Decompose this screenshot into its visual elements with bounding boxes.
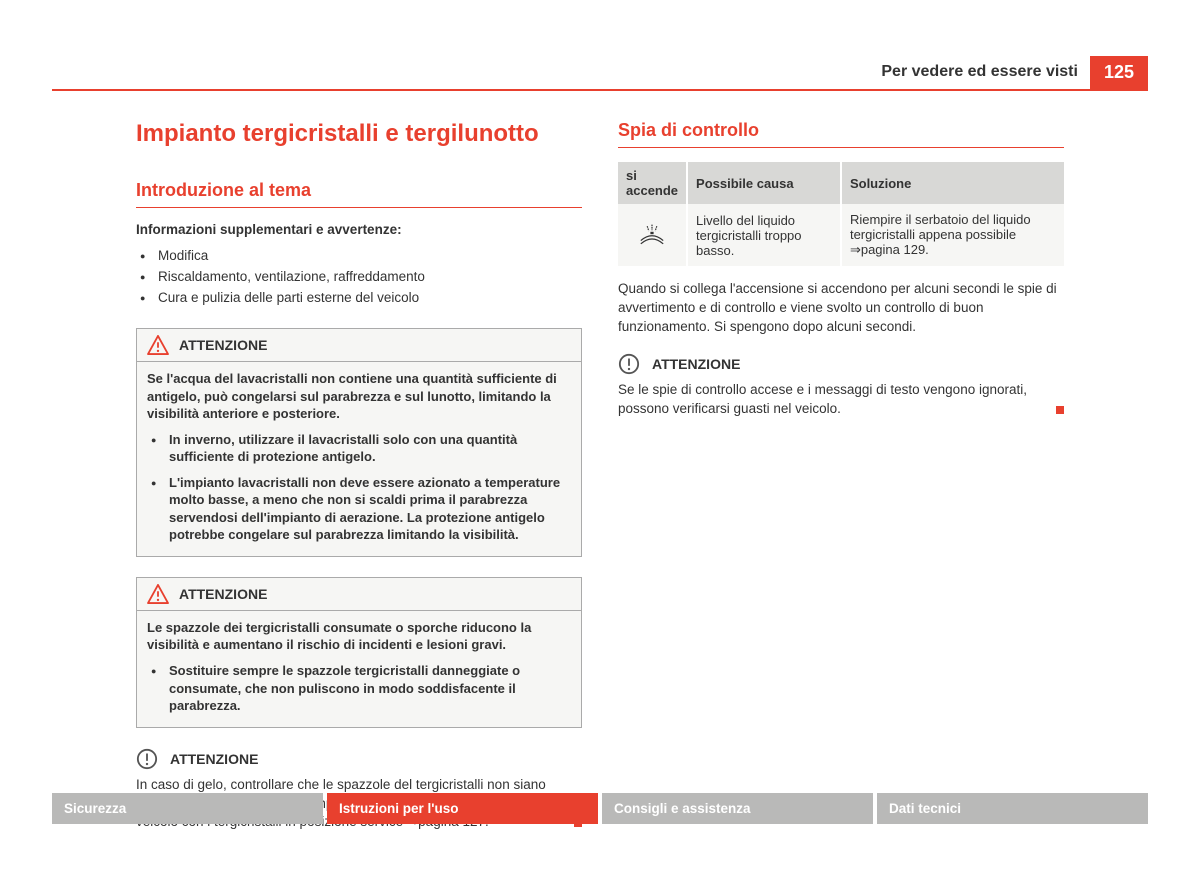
warning-triangle-icon xyxy=(147,335,169,355)
attention-circle-icon xyxy=(136,748,158,770)
intro-bullets: Modifica Riscaldamento, ventilazione, ra… xyxy=(136,245,582,308)
inline-attention: ATTENZIONE xyxy=(618,353,1064,375)
warning-intro-text: Se l'acqua del lavacristalli non contien… xyxy=(147,370,571,423)
warning-box: ATTENZIONE Se l'acqua del lavacristalli … xyxy=(136,328,582,557)
warning-label: ATTENZIONE xyxy=(179,586,267,602)
tab-dati-tecnici[interactable]: Dati tecnici xyxy=(877,793,1148,824)
table-header: Soluzione xyxy=(841,162,1064,204)
table-header: Possibile causa xyxy=(687,162,841,204)
table-cell-cause: Livello del liquido tergicristalli tropp… xyxy=(687,204,841,266)
table-row: Livello del liquido tergicristalli tropp… xyxy=(618,204,1064,266)
left-column: Impianto tergicristalli e tergilunotto I… xyxy=(136,120,582,766)
warning-item: Sostituire sempre le spazzole tergicrist… xyxy=(147,658,571,719)
bottom-tabs: Sicurezza Istruzioni per l'uso Consigli … xyxy=(52,793,1148,824)
right-column: Spia di controllo si accende Possibile c… xyxy=(618,120,1064,766)
inline-attention: ATTENZIONE xyxy=(136,748,582,770)
inline-attention-body: Se le spie di controllo accese e i messa… xyxy=(618,381,1064,419)
warning-header: ATTENZIONE xyxy=(137,578,581,611)
control-lamp-heading: Spia di controllo xyxy=(618,120,1064,148)
page-number: 125 xyxy=(1090,56,1148,89)
tab-istruzioni[interactable]: Istruzioni per l'uso xyxy=(327,793,598,824)
end-marker-icon xyxy=(1056,406,1064,414)
table-cell-solution: Riempire il serbatoio del liquido tergic… xyxy=(841,204,1064,266)
control-table: si accende Possibile causa Soluzione xyxy=(618,162,1064,266)
warning-body: Le spazzole dei tergicristalli consumate… xyxy=(137,611,581,727)
warning-intro-text: Le spazzole dei tergicristalli consumate… xyxy=(147,619,571,654)
header-section-title: Per vedere ed essere visti xyxy=(881,63,1078,81)
warning-body: Se l'acqua del lavacristalli non contien… xyxy=(137,362,581,556)
main-title: Impianto tergicristalli e tergilunotto xyxy=(136,120,582,148)
intro-label: Informazioni supplementari e avvertenze: xyxy=(136,222,582,237)
page-header: Per vedere ed essere visti 125 xyxy=(52,56,1148,91)
warning-box: ATTENZIONE Le spazzole dei tergicristall… xyxy=(136,577,582,728)
warning-label: ATTENZIONE xyxy=(179,337,267,353)
tab-sicurezza[interactable]: Sicurezza xyxy=(52,793,323,824)
warning-item: In inverno, utilizzare il lavacristalli … xyxy=(147,427,571,470)
inline-attention-text: Se le spie di controllo accese e i messa… xyxy=(618,382,1027,416)
inline-attention-label: ATTENZIONE xyxy=(652,356,740,372)
inline-attention-label: ATTENZIONE xyxy=(170,751,258,767)
washer-fluid-cell xyxy=(618,204,687,266)
warning-triangle-icon xyxy=(147,584,169,604)
intro-heading: Introduzione al tema xyxy=(136,180,582,208)
warning-item: L'impianto lavacristalli non deve essere… xyxy=(147,470,571,548)
after-table-text: Quando si collega l'accensione si accend… xyxy=(618,280,1064,337)
attention-circle-icon xyxy=(618,353,640,375)
washer-fluid-icon xyxy=(636,223,668,247)
warning-header: ATTENZIONE xyxy=(137,329,581,362)
bullet-item: Cura e pulizia delle parti esterne del v… xyxy=(136,287,582,308)
table-header: si accende xyxy=(618,162,687,204)
bullet-item: Modifica xyxy=(136,245,582,266)
content-area: Impianto tergicristalli e tergilunotto I… xyxy=(136,120,1064,766)
bullet-item: Riscaldamento, ventilazione, raffreddame… xyxy=(136,266,582,287)
tab-consigli[interactable]: Consigli e assistenza xyxy=(602,793,873,824)
